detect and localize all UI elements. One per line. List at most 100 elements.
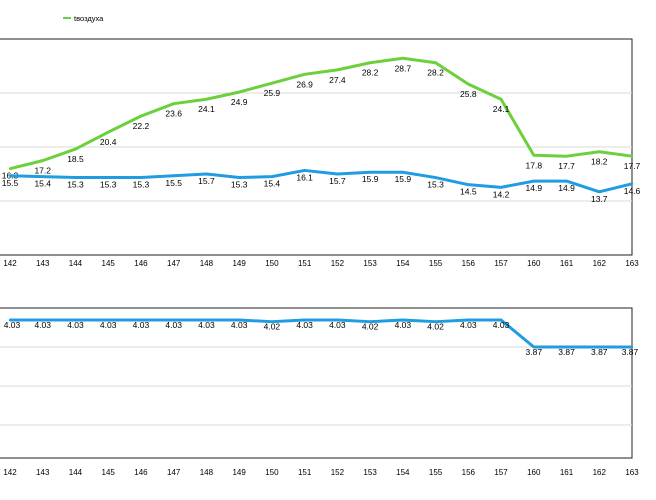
plot-frame — [0, 307, 633, 459]
data-point — [74, 176, 77, 179]
data-label: 14.2 — [493, 189, 510, 199]
data-label: 4.02 — [264, 322, 281, 332]
data-label: 4.03 — [395, 320, 412, 330]
data-label: 28.7 — [395, 63, 412, 73]
data-label: 15.7 — [198, 176, 215, 186]
data-label: 22.2 — [133, 121, 150, 131]
data-point — [205, 172, 208, 176]
data-point — [139, 318, 143, 322]
data-point — [467, 183, 470, 186]
data-point — [139, 176, 143, 179]
temperature-chart: 142 143 144 145 146 147 148 149 150 151 152 153 154 1… — [0, 38, 641, 268]
data-label: 18.2 — [591, 157, 608, 167]
data-label: 15.4 — [34, 179, 51, 189]
x-tick-label: 152 — [331, 468, 345, 477]
data-label: 4.03 — [100, 320, 117, 330]
data-point — [8, 318, 12, 322]
data-point — [336, 68, 339, 72]
x-tick-label: 163 — [625, 468, 639, 477]
data-point — [8, 167, 12, 170]
data-point — [368, 61, 372, 64]
data-point — [467, 82, 470, 86]
x-tick-label: 160 — [527, 259, 541, 268]
x-tick-label: 146 — [134, 468, 148, 477]
data-point — [565, 179, 568, 183]
series-line-blue — [10, 318, 632, 349]
data-label: 15.7 — [329, 176, 346, 186]
x-tick-label: 162 — [593, 259, 607, 268]
data-label: 24.1 — [198, 104, 215, 114]
x-tick-label: 152 — [331, 259, 345, 268]
x-tick-label: 142 — [3, 259, 17, 268]
data-label: 4.03 — [67, 320, 84, 330]
data-point — [434, 176, 437, 179]
data-label: 23.6 — [165, 109, 182, 119]
data-point — [630, 182, 634, 185]
x-tick-label: 156 — [462, 259, 476, 268]
x-tick-label: 153 — [363, 259, 377, 268]
data-label: 4.03 — [296, 320, 313, 330]
data-point — [8, 174, 12, 177]
x-tick-label: 161 — [560, 259, 574, 268]
data-label: 4.03 — [493, 320, 510, 330]
x-tick-label: 143 — [36, 259, 50, 268]
data-label: 4.03 — [165, 320, 182, 330]
data-point — [237, 90, 241, 94]
data-point — [434, 320, 437, 323]
data-label: 4.02 — [427, 322, 444, 332]
data-label: 28.2 — [362, 68, 379, 78]
data-label: 4.03 — [133, 320, 150, 330]
x-tick-label: 154 — [396, 259, 410, 268]
x-tick-label: 146 — [134, 259, 148, 268]
x-tick-label: 157 — [494, 468, 508, 477]
data-point — [401, 171, 405, 174]
data-point — [172, 318, 175, 322]
data-point — [41, 159, 44, 162]
data-point — [41, 175, 44, 178]
data-label: 24.9 — [231, 97, 248, 107]
data-point — [336, 318, 339, 322]
data-label: 4.03 — [460, 320, 477, 330]
x-tick-label: 154 — [396, 468, 410, 477]
data-point — [598, 190, 601, 193]
data-point — [74, 147, 77, 151]
data-label: 27.4 — [329, 75, 346, 85]
data-point — [598, 345, 601, 349]
data-point — [107, 318, 110, 322]
data-point — [630, 345, 634, 349]
data-label: 25.8 — [460, 89, 477, 99]
x-tick-label: 150 — [265, 259, 279, 268]
x-tick-label: 144 — [69, 259, 83, 268]
x-tick-label: 150 — [265, 468, 279, 477]
data-point — [336, 172, 339, 176]
series-line-air-temperature — [9, 56, 633, 171]
data-point — [499, 186, 503, 189]
data-label: 26.9 — [296, 79, 313, 89]
data-label: 16.1 — [296, 172, 313, 182]
data-point — [532, 179, 535, 183]
data-label: 4.03 — [329, 320, 346, 330]
data-label: 15.3 — [67, 180, 84, 190]
data-point — [368, 171, 372, 174]
data-label: 17.7 — [624, 161, 641, 171]
data-point — [303, 169, 306, 172]
data-point — [237, 176, 241, 179]
data-point — [499, 318, 503, 322]
x-tick-label: 161 — [560, 468, 574, 477]
legend-label-air-temperature: tвоздуха — [74, 14, 104, 23]
data-label: 15.9 — [395, 174, 412, 184]
data-label: 28.2 — [427, 68, 444, 78]
data-label: 14.5 — [460, 187, 477, 197]
data-point — [107, 176, 110, 179]
data-label: 14.6 — [624, 186, 641, 196]
data-label: 4.02 — [362, 322, 379, 332]
x-tick-label: 155 — [429, 468, 443, 477]
data-label: 15.5 — [165, 178, 182, 188]
x-tick-label: 151 — [298, 259, 312, 268]
data-label: 3.87 — [526, 347, 543, 357]
data-point — [532, 154, 535, 157]
data-label: 13.7 — [591, 194, 608, 204]
x-tick-label: 163 — [625, 259, 639, 268]
data-label: 18.5 — [67, 154, 84, 164]
data-label: 4.03 — [34, 320, 51, 330]
